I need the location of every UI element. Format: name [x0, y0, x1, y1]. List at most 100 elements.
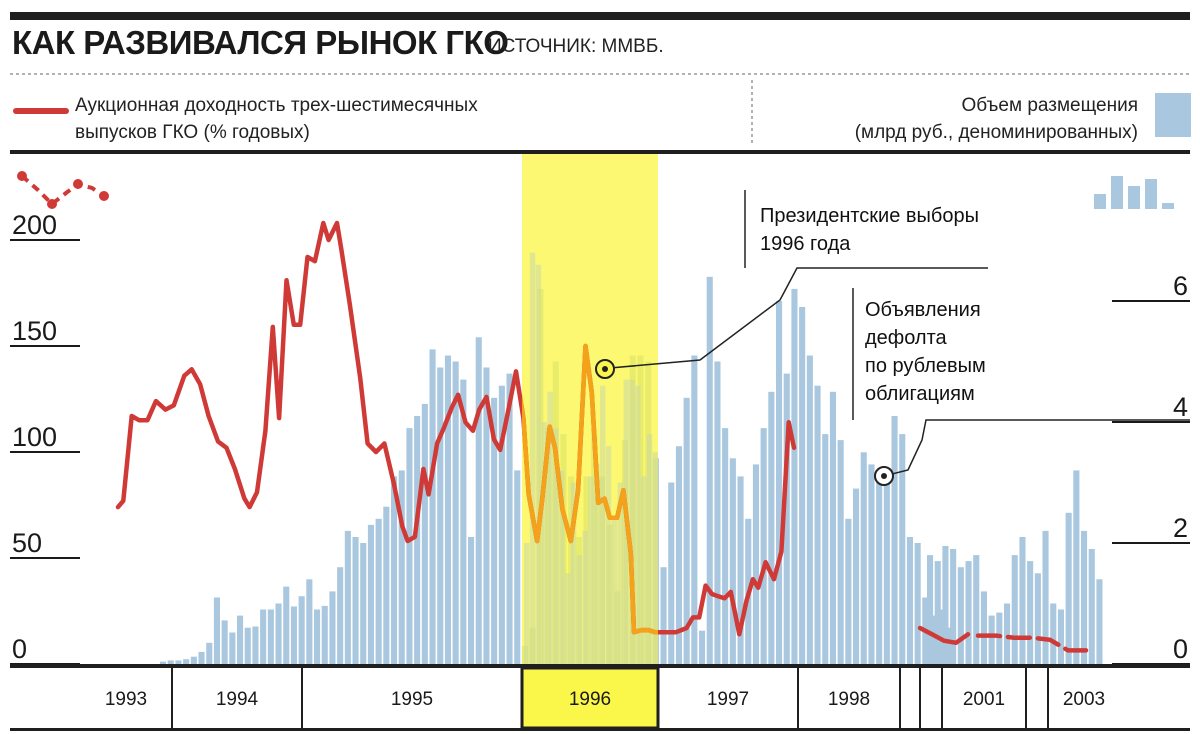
volume-bar [252, 626, 259, 664]
volume-bar [1065, 512, 1072, 665]
volume-bar [206, 642, 213, 664]
volume-bar [845, 518, 852, 664]
volume-bar [899, 434, 906, 664]
volume-bar [314, 609, 321, 664]
volume-bar [175, 660, 182, 664]
volume-bar-highlight [565, 573, 571, 665]
volume-bar [914, 543, 921, 664]
volume-bar [1019, 537, 1026, 664]
volume-bar [988, 615, 995, 664]
volume-bar [934, 561, 941, 664]
elections-annotation-line-1: Президентские выборы [760, 205, 979, 227]
volume-bar [980, 591, 987, 664]
volume-bar-highlight [635, 385, 641, 664]
volume-bar-highlight [629, 379, 635, 664]
year-label: 1996 [569, 689, 611, 710]
year-label: 1998 [828, 689, 870, 710]
volume-bar [706, 276, 713, 664]
volume-bar [927, 555, 934, 664]
volume-bar-highlight [553, 428, 559, 664]
volume-bar [1081, 530, 1088, 664]
volume-bar [483, 367, 490, 664]
volume-bar [306, 579, 313, 664]
left-tick-label: 200 [12, 210, 57, 240]
volume-bar-highlight [652, 452, 659, 665]
volume-bar [221, 620, 228, 664]
volume-bar [768, 391, 775, 665]
volume-bar [660, 567, 667, 664]
volume-bar [876, 482, 883, 664]
volume-bar-highlight [646, 434, 653, 664]
default-annotation-line-3: по рублевым [865, 355, 986, 377]
volume-bar [883, 482, 890, 664]
volume-bar [514, 470, 521, 664]
volume-bar [1027, 561, 1034, 664]
volume-bar [190, 656, 197, 664]
volume-bar [714, 361, 721, 664]
volume-bar-highlight [570, 482, 577, 664]
volume-bar [1088, 549, 1095, 664]
volume-bar [414, 416, 421, 664]
volume-bar [942, 546, 949, 664]
volume-bar [506, 373, 513, 664]
default-annotation-line-2: дефолта [865, 327, 947, 349]
volume-bar [1073, 470, 1080, 664]
volume-bar [437, 367, 444, 664]
volume-bar [737, 476, 744, 664]
bar-legend-label-2: (млрд руб., деноминированных) [854, 122, 1138, 143]
volume-bar [283, 586, 290, 664]
right-tick-label: 4 [1173, 392, 1188, 422]
volume-bar [1011, 555, 1018, 664]
volume-bar [799, 307, 806, 664]
volume-bar-highlight [641, 476, 647, 664]
volume-bar [791, 288, 798, 664]
volume-bar [421, 403, 428, 664]
volume-bar-highlight [588, 476, 594, 664]
elections-marker-center [602, 366, 608, 372]
right-tick-label: 2 [1173, 513, 1188, 543]
volume-bar [360, 543, 367, 664]
volume-bar [244, 627, 251, 664]
volume-bar [760, 428, 767, 664]
year-label: 2001 [963, 689, 1005, 710]
volume-bar [675, 446, 682, 664]
volume-bar [906, 537, 913, 664]
left-axis: 0 50 100 150 200 [10, 210, 80, 665]
volume-bar-highlight [605, 446, 612, 664]
year-label: 1993 [105, 689, 147, 710]
volume-bar [260, 609, 267, 664]
volume-bar [752, 464, 759, 664]
year-strip-top [10, 664, 1190, 668]
volume-bar-highlight [535, 264, 542, 664]
volume-bar [352, 537, 359, 664]
line-legend-label-1: Аукционная доходность трех-шестимесячных [75, 95, 478, 116]
volume-bar-highlight [582, 530, 588, 664]
volume-bar-highlight [524, 543, 530, 664]
volume-bar [491, 397, 498, 664]
line-series-icon [17, 171, 109, 209]
volume-bar [375, 518, 382, 664]
volume-bar [950, 549, 957, 664]
elections-annotation: Президентские выборы 1996 года [760, 202, 979, 258]
volume-bar-highlight [529, 252, 536, 664]
volume-bar [452, 361, 459, 664]
volume-bar [329, 591, 336, 664]
default-annotation: Объявления дефолта по рублевым облигация… [865, 296, 986, 408]
volume-bar [822, 434, 829, 664]
volume-bar [383, 506, 390, 664]
volume-bar [406, 428, 413, 664]
volume-bar [460, 379, 467, 664]
year-cell-highlight [520, 666, 660, 730]
volume-bar-highlight [600, 385, 606, 664]
bar-series-icon [1094, 176, 1174, 209]
volume-bar-highlight [617, 482, 623, 664]
default-annotation-line-4: облигациям [865, 383, 975, 405]
volume-bar [344, 530, 351, 664]
volume-bar [996, 612, 1003, 664]
volume-bar [398, 470, 405, 664]
volume-bar [275, 603, 282, 664]
volume-bar [167, 660, 174, 664]
volume-bar [783, 373, 790, 664]
volume-bar [391, 476, 398, 664]
